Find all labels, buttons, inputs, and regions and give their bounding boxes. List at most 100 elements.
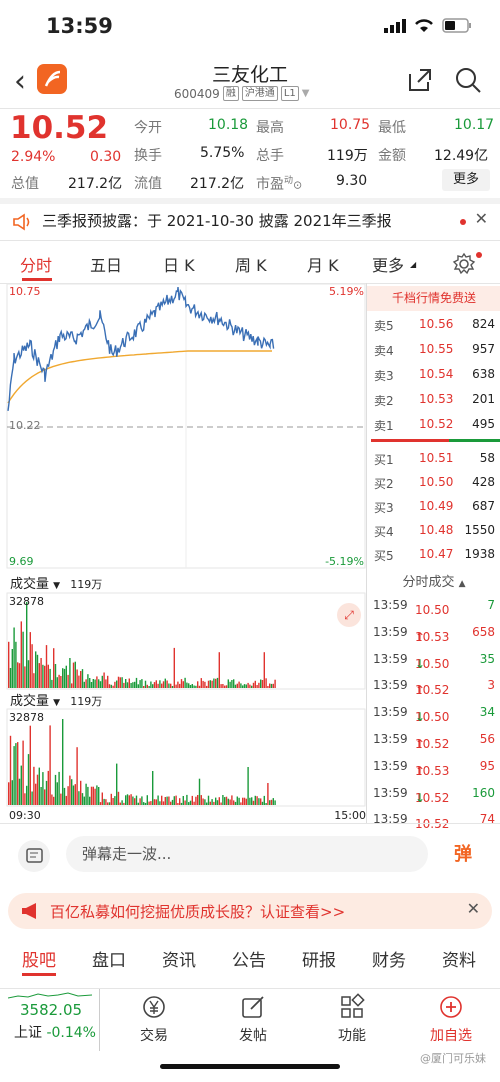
tab-announcements[interactable]: 公告 — [232, 951, 266, 971]
index-ticker[interactable]: 3582.05 上证 -0.14% — [0, 989, 100, 1051]
volume-bar — [15, 743, 17, 805]
volume-bar — [132, 796, 134, 805]
volume-header-1[interactable]: 成交量 ▼ 119万 — [10, 573, 102, 592]
volume-bar — [238, 797, 240, 805]
volume-bar — [218, 797, 220, 805]
yen-icon — [143, 996, 165, 1018]
tab-daily-k[interactable]: 日 K — [163, 256, 195, 275]
volume-bar — [99, 802, 102, 805]
volume-bar — [166, 796, 168, 805]
volume-bar — [260, 798, 262, 805]
more-button[interactable]: 更多 — [442, 169, 490, 191]
tab-finance[interactable]: 财务 — [372, 951, 406, 971]
volume-bar — [76, 669, 78, 688]
home-indicator[interactable] — [160, 1064, 340, 1069]
volume-bar — [53, 796, 55, 805]
tab-handicap[interactable]: 盘口 — [92, 951, 126, 971]
expand-icon[interactable]: ⤢ — [337, 603, 361, 627]
amount-label: 金额 — [378, 148, 406, 164]
watermark: @厦门可乐妹 — [420, 1052, 486, 1065]
volume-bar — [170, 801, 172, 805]
chevron-down-icon: ▼ — [301, 88, 310, 99]
volume-bar — [225, 685, 228, 688]
info-icon[interactable]: ⊙ — [293, 178, 303, 192]
volume-bar — [218, 652, 220, 688]
volume-bar — [110, 793, 112, 805]
volume-header-2[interactable]: 成交量 ▼ 119万 — [10, 690, 102, 709]
volume-bar — [74, 661, 76, 688]
add-watchlist-button[interactable]: 加自选 — [416, 993, 486, 1045]
volume-bar — [182, 796, 184, 805]
tab-research[interactable]: 研报 — [302, 951, 336, 971]
axis-bottom-price: 9.69 — [9, 555, 34, 568]
stock-code-row[interactable]: 600409 融 沪港通 L1 ▼ — [174, 86, 309, 101]
back-icon[interactable]: ‹ — [14, 64, 26, 99]
tab-intraday[interactable]: 分时 — [20, 256, 53, 275]
intraday-chart[interactable]: 10.75 5.19% 10.22 9.69 -5.19% 成交量 ▼ 119万… — [0, 283, 366, 823]
volume-bar — [272, 683, 274, 688]
volume-bar — [126, 682, 129, 688]
danmaku-toggle-button[interactable]: 弹 — [454, 844, 472, 865]
settings-dot — [476, 252, 482, 258]
mini-index-chart — [8, 992, 92, 999]
volume-bar — [54, 774, 57, 805]
tick-row: 13:59 10.50 7 — [367, 593, 500, 619]
tab-monthly-k[interactable]: 月 K — [307, 256, 339, 275]
volume-bar — [114, 796, 116, 805]
volume-bar — [213, 678, 215, 688]
ticks-header[interactable]: 分时成交 ▲ — [367, 571, 500, 590]
tick-time: 13:59 — [373, 624, 408, 639]
gear-icon[interactable] — [452, 252, 476, 276]
volume-bar — [265, 678, 267, 688]
tab-five-day[interactable]: 五日 — [90, 256, 123, 275]
tab-weekly-k[interactable]: 周 K — [235, 256, 267, 275]
functions-button[interactable]: 功能 — [317, 993, 387, 1045]
close-icon[interactable]: ✕ — [466, 899, 480, 918]
volume-bar — [90, 682, 93, 688]
volume-bar — [22, 740, 24, 805]
tick-volume: 34 — [479, 705, 495, 720]
volume-bar — [96, 785, 98, 805]
volume-bar — [252, 800, 255, 805]
tab-news[interactable]: 资讯 — [162, 951, 196, 971]
bid-row: 买3 10.49 687 — [367, 495, 500, 519]
tab-forum[interactable]: 股吧 — [22, 951, 56, 971]
volume-bar — [123, 802, 125, 805]
volume-bar — [87, 786, 89, 805]
volume-bar — [44, 665, 46, 688]
time-start: 09:30 — [9, 809, 41, 822]
volume-bar — [8, 782, 10, 805]
volume-bar — [69, 658, 71, 688]
danmaku-list-icon[interactable] — [18, 840, 50, 872]
tab-profile[interactable]: 资料 — [442, 951, 476, 971]
active-tab-indicator — [22, 278, 52, 281]
volume-bar — [13, 627, 15, 688]
announcement-bar[interactable]: 三季报预披露：于 2021-10-30 披露 2021年三季报 ✕ — [0, 205, 500, 237]
ask-row: 卖2 10.53 201 — [367, 388, 500, 412]
volume-bar — [63, 668, 66, 688]
danmaku-bar: 弹幕走一波... 弹 — [0, 834, 500, 876]
volume-bar — [179, 683, 181, 688]
volume-bar — [270, 799, 273, 805]
float-label: 流值 — [134, 176, 162, 192]
tick-time: 13:59 — [373, 598, 408, 612]
volume-bar — [107, 802, 109, 805]
bid-row: 买2 10.50 428 — [367, 471, 500, 495]
volume-bar — [211, 680, 213, 688]
share-icon[interactable] — [406, 66, 434, 94]
post-button[interactable]: 发帖 — [218, 993, 288, 1045]
trade-button[interactable]: 交易 — [119, 993, 189, 1045]
volume-bar — [164, 797, 166, 805]
open-value: 10.18 — [208, 117, 249, 133]
volume-bar — [81, 793, 84, 805]
danmaku-input[interactable]: 弹幕走一波... — [66, 836, 428, 872]
search-icon[interactable] — [454, 66, 482, 94]
volume-bar — [119, 677, 121, 688]
tab-more[interactable]: 更多 — [372, 256, 405, 275]
promo-banner[interactable]: 千档行情免费送 — [367, 286, 500, 311]
volume-bar — [186, 794, 188, 805]
close-icon[interactable]: ✕ — [474, 209, 488, 228]
ad-banner[interactable]: 百亿私募如何挖掘优质成长股？认证查看>> ✕ — [8, 893, 492, 929]
volume-bar — [224, 797, 226, 805]
volume-bar — [98, 787, 100, 805]
